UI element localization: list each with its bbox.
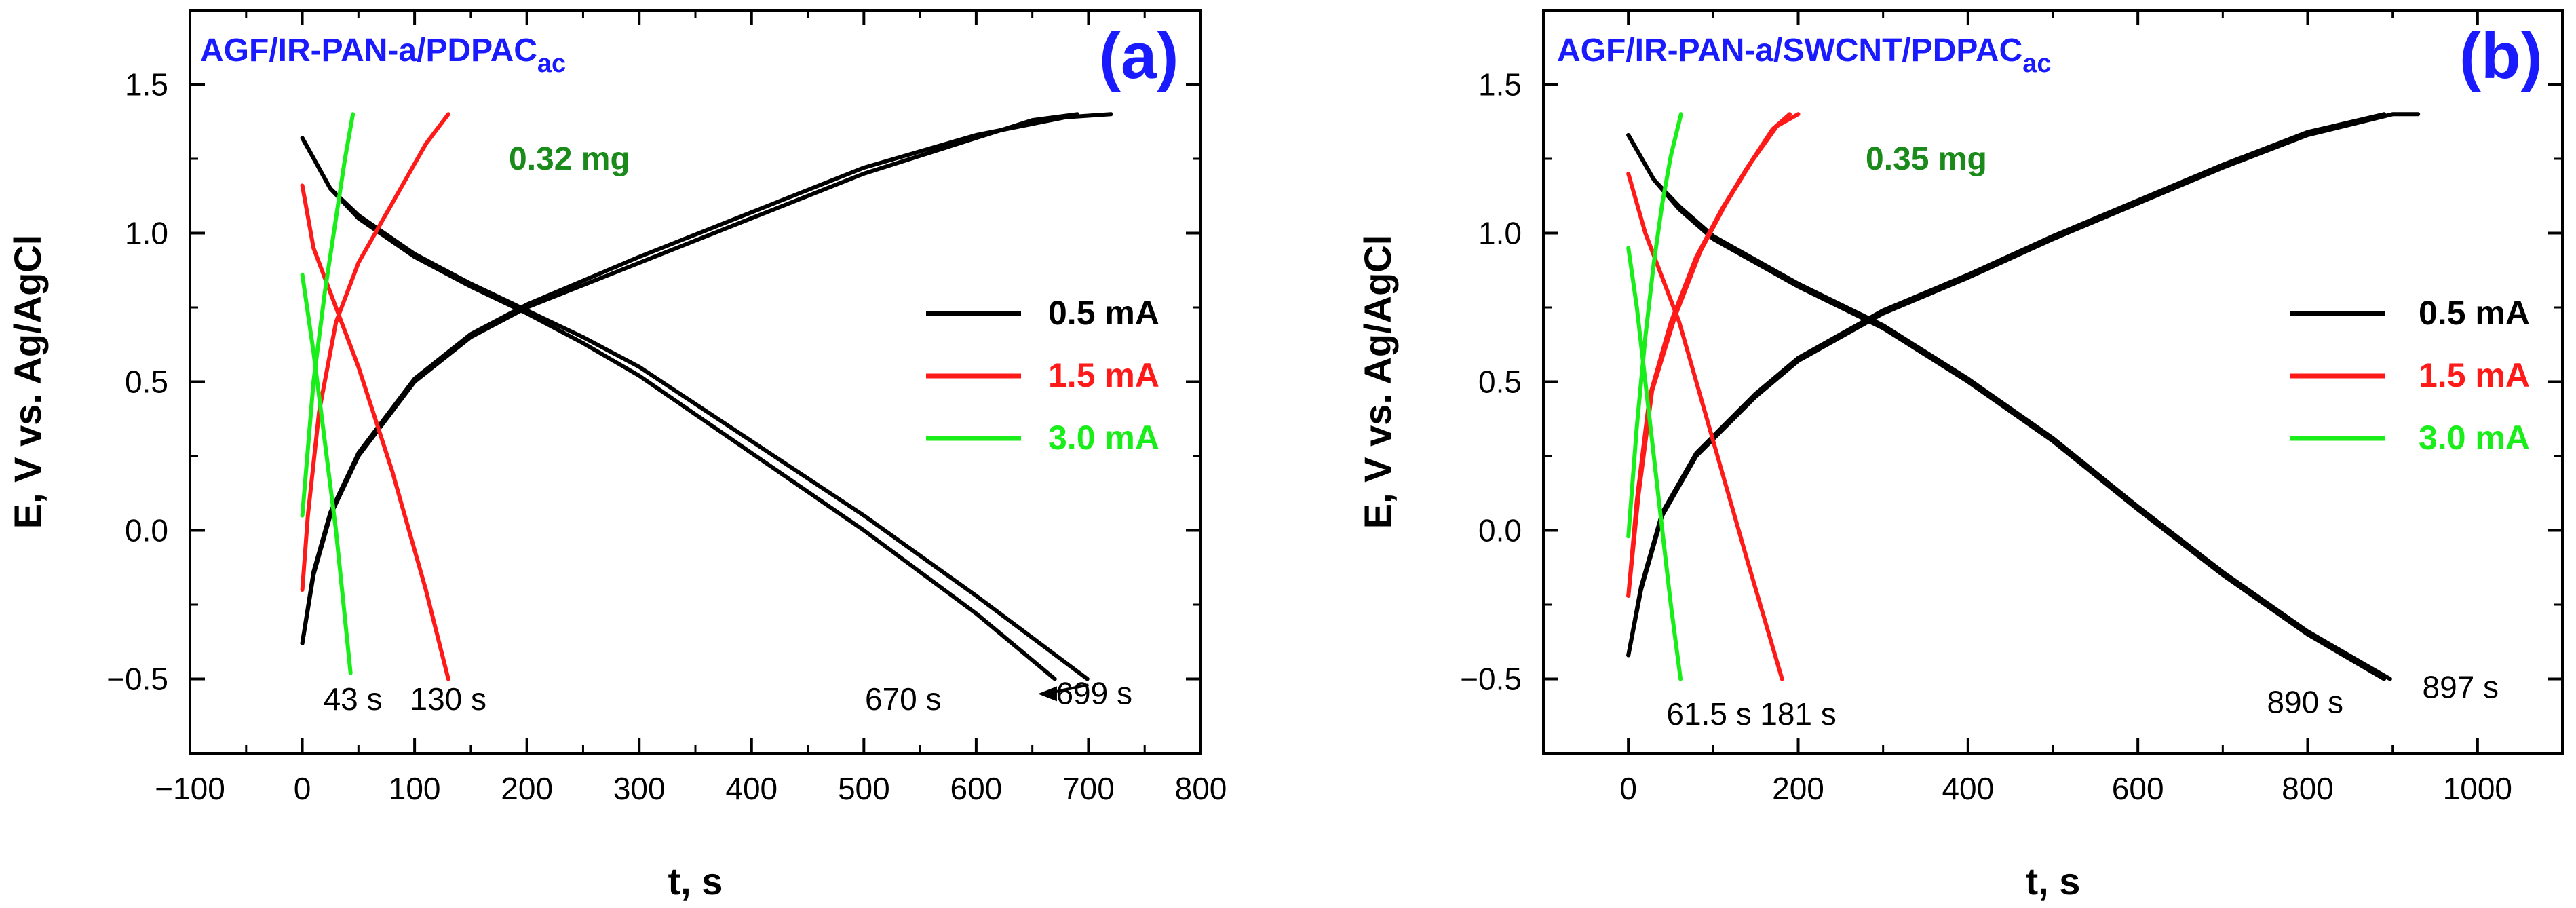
mass-label: 0.32 mg <box>509 141 630 177</box>
data-annotation: 699 s <box>1056 675 1132 711</box>
data-annotation: 61.5 s <box>1666 696 1751 732</box>
panel-tag: (a) <box>1099 20 1178 92</box>
legend-label: 0.5 mA <box>1048 294 1159 332</box>
x-axis-label: t, s <box>668 860 723 903</box>
series-line <box>1626 112 1792 598</box>
data-annotation: 130 s <box>410 681 487 717</box>
panel-title-main: AGF/IR-PAN-a/SWCNT/PDPAC <box>1557 33 2022 69</box>
y-tick-label: 0.0 <box>125 513 168 548</box>
x-tick-label: 600 <box>2112 771 2164 806</box>
legend-label: 1.5 mA <box>2419 356 2530 394</box>
legend-label: 3.0 mA <box>1048 419 1159 457</box>
x-tick-label: 500 <box>838 771 890 806</box>
y-tick-label: 0.5 <box>1478 364 1522 400</box>
x-tick-label: 1000 <box>2443 771 2512 806</box>
series-line <box>300 112 1113 645</box>
series-line <box>1626 112 1683 539</box>
series-line <box>1626 133 2392 681</box>
panel-title: AGF/IR-PAN-a/PDPACac <box>200 33 566 78</box>
x-tick-label: 0 <box>294 771 311 806</box>
series-line <box>300 112 450 592</box>
series-line <box>1626 246 1683 681</box>
panel-title: AGF/IR-PAN-a/SWCNT/PDPACac <box>1557 33 2051 78</box>
y-tick-label: 1.5 <box>125 67 168 102</box>
panel-title-subscript: ac <box>2022 50 2051 78</box>
y-tick-label: 0.5 <box>125 364 168 400</box>
x-tick-label: 300 <box>613 771 666 806</box>
x-tick-label: −100 <box>155 771 225 806</box>
panel-tag: (b) <box>2459 20 2543 92</box>
panel-title-subscript: ac <box>537 50 566 78</box>
y-tick-label: −0.5 <box>107 662 168 697</box>
series-line <box>300 136 1090 681</box>
x-tick-label: 400 <box>725 771 777 806</box>
mass-label: 0.35 mg <box>1866 141 1987 177</box>
panel-title-main: AGF/IR-PAN-a/PDPAC <box>200 33 537 69</box>
series-line <box>1626 112 2387 658</box>
legend-label: 0.5 mA <box>2419 294 2530 332</box>
x-tick-label: 700 <box>1062 771 1115 806</box>
x-tick-label: 800 <box>2282 771 2334 806</box>
x-axis-label: t, s <box>2026 860 2081 903</box>
x-tick-label: 800 <box>1175 771 1227 806</box>
data-annotation: 897 s <box>2423 670 2499 705</box>
y-tick-label: 1.0 <box>1478 216 1522 251</box>
data-annotation: 890 s <box>2267 685 2343 720</box>
legend-label: 3.0 mA <box>2419 419 2530 457</box>
y-tick-label: 1.5 <box>1478 67 1522 102</box>
series-line <box>1626 171 1784 681</box>
y-tick-label: −0.5 <box>1460 662 1522 697</box>
x-tick-label: 200 <box>501 771 553 806</box>
y-axis-label: E, V vs. Ag/AgCl <box>6 235 49 529</box>
legend-label: 1.5 mA <box>1048 356 1159 394</box>
data-annotation: 181 s <box>1760 696 1837 732</box>
x-tick-label: 0 <box>1619 771 1637 806</box>
data-annotation: 43 s <box>324 681 383 717</box>
x-tick-label: 200 <box>1772 771 1824 806</box>
y-axis-label: E, V vs. Ag/AgCl <box>1356 235 1399 529</box>
series-line <box>1626 112 2421 658</box>
annotation-arrow-head <box>1037 686 1057 702</box>
panel-a: −100 0 100 200 300 400 500 600 700 800 −0.5 0.0 0.5 1… <box>6 9 1227 903</box>
panel-b: 0 200 400 600 800 1000 −0.5 0.0 0.5 1.0 1.5 t, s E, … <box>1356 9 2564 903</box>
series-line <box>300 112 355 518</box>
series-line <box>1626 112 1801 598</box>
y-tick-label: 0.0 <box>1478 513 1522 548</box>
series-line <box>300 136 1057 681</box>
x-tick-label: 100 <box>389 771 441 806</box>
series-line <box>300 183 450 681</box>
y-tick-label: 1.0 <box>125 216 168 251</box>
x-tick-label: 600 <box>950 771 1003 806</box>
series-line <box>300 272 353 675</box>
x-tick-label: 400 <box>1942 771 1994 806</box>
data-annotation: 670 s <box>865 681 942 717</box>
